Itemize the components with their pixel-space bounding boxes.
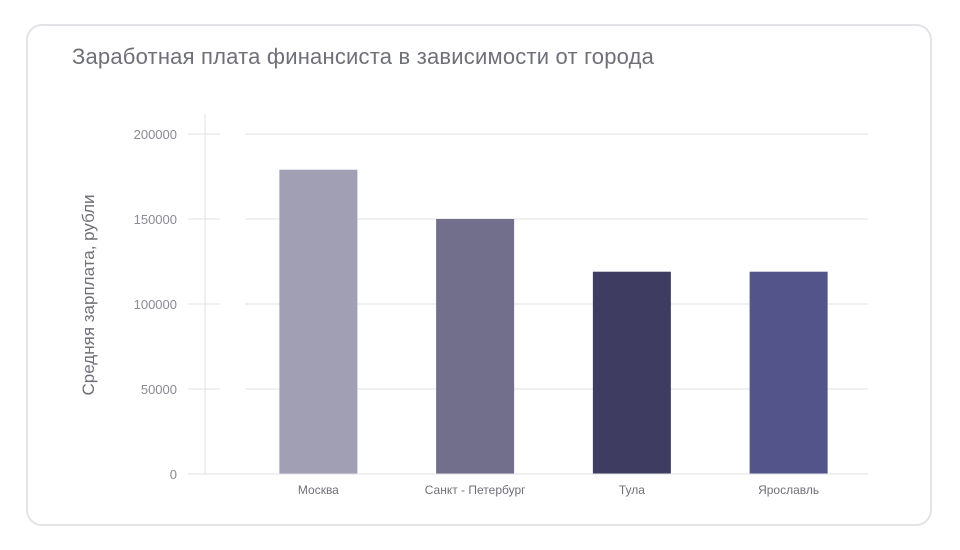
x-tick-label: Москва	[298, 483, 339, 497]
bar	[436, 219, 515, 474]
bars	[279, 169, 828, 474]
y-tick-label: 50000	[141, 382, 177, 397]
y-tick-label: 200000	[134, 127, 177, 142]
bar	[279, 169, 358, 474]
y-tick-label: 100000	[134, 297, 177, 312]
bar	[749, 271, 828, 474]
y-tick-label: 150000	[134, 212, 177, 227]
x-axis-labels: Москва Санкт - Петербург Тула Ярославль	[298, 483, 819, 497]
y-axis-ticks: 0 50000 100000 150000 200000	[134, 127, 177, 482]
bar	[592, 271, 671, 474]
chart-title: Заработная плата финансиста в зависимост…	[72, 44, 655, 69]
y-tick-label: 0	[170, 467, 177, 482]
x-tick-label: Ярославль	[758, 483, 819, 497]
x-tick-label: Санкт - Петербург	[425, 483, 526, 497]
x-tick-label: Тула	[619, 483, 645, 497]
